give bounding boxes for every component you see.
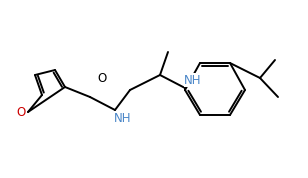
Text: NH: NH [184,74,202,87]
Text: O: O [97,72,107,85]
Text: NH: NH [114,111,132,124]
Text: O: O [16,106,26,119]
